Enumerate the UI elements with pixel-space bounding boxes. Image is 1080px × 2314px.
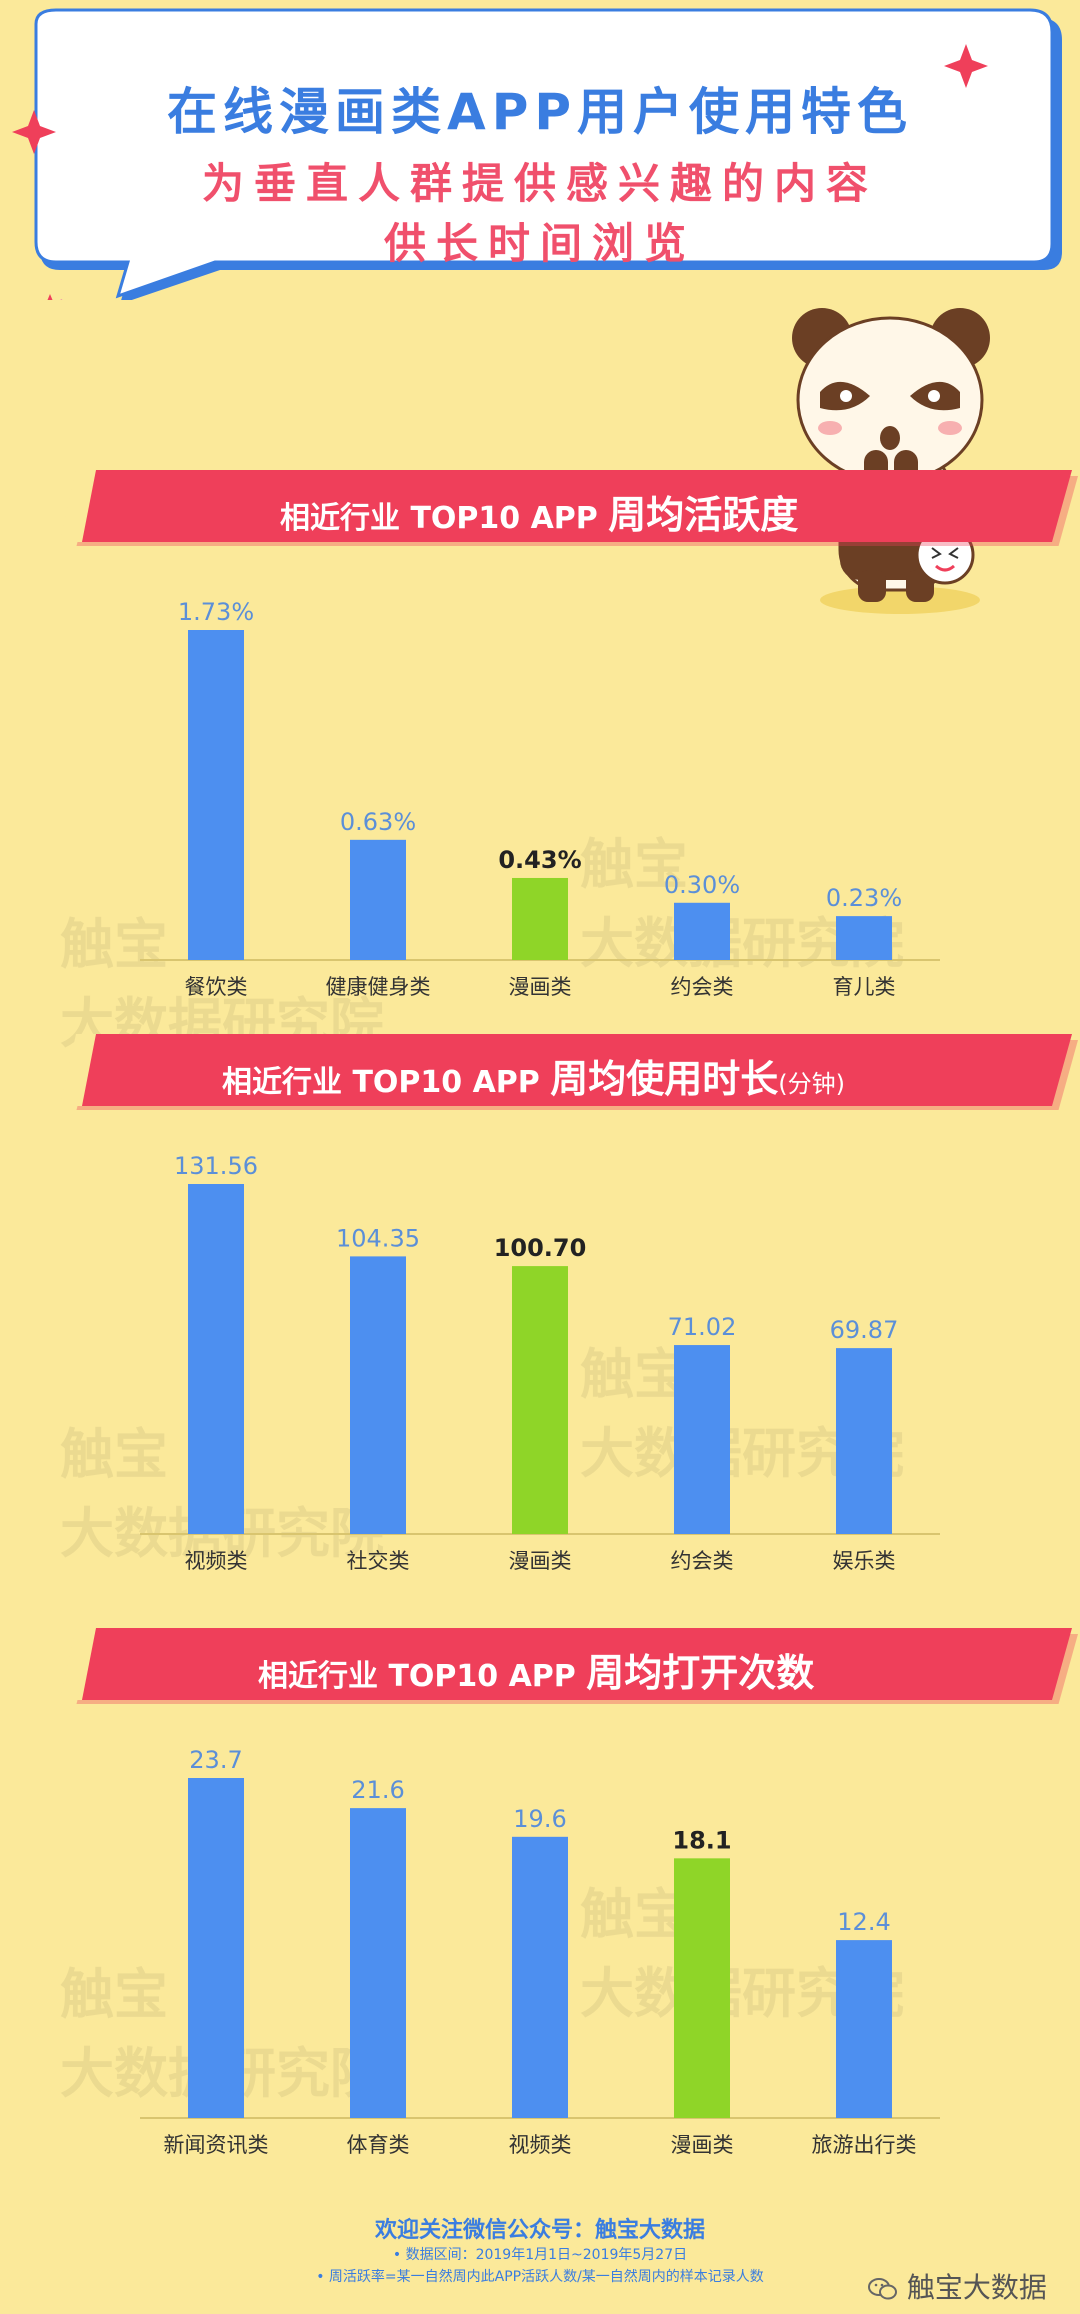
data-label-1: 131.56 <box>174 1152 258 1180</box>
wechat-account: 触宝大数据 <box>868 2266 1047 2306</box>
category-label-2: 社交类 <box>347 1549 410 1573</box>
category-label-2: 健康健身类 <box>326 975 431 999</box>
category-label-5: 旅游出行类 <box>812 2133 917 2157</box>
chart2-plot: 131.56 视频类 104.35 社交类 100.70 漫画类 71.02 约会类 69.87… <box>140 1152 940 1573</box>
category-label-4: 约会类 <box>671 975 734 999</box>
chart3-banner <box>60 1628 1078 1704</box>
data-label-4: 18.1 <box>672 1826 731 1854</box>
bar-4 <box>674 1858 730 2118</box>
footer-follow: 欢迎关注微信公众号：触宝大数据 <box>374 2218 705 2243</box>
sparkle-icon <box>47 294 53 300</box>
chart1-plot: 1.73% 餐饮类 0.63% 健康健身类 0.43% 漫画类 0.30% 约会类 0.23% 育… <box>140 598 940 999</box>
chart1-title: 相近行业 TOP10 APP 周均活跃度 <box>280 493 799 537</box>
data-label-4: 0.30% <box>664 871 740 899</box>
wechat-icon <box>868 2278 897 2300</box>
chart2-title: 相近行业 TOP10 APP 周均使用时长(分钟) <box>222 1057 845 1101</box>
data-label-1: 1.73% <box>178 598 254 626</box>
category-label-4: 漫画类 <box>671 2133 734 2157</box>
page-subtitle-line1: 为垂直人群提供感兴趣的内容 <box>201 159 878 208</box>
data-label-2: 0.63% <box>340 808 416 836</box>
bar-2 <box>350 839 406 960</box>
bar-2 <box>350 1808 406 2118</box>
header-bubble <box>12 8 1062 300</box>
bar-4 <box>674 902 730 960</box>
bar-1 <box>188 630 244 960</box>
bar-1 <box>188 1778 244 2118</box>
data-label-5: 12.4 <box>837 1908 890 1936</box>
category-label-1: 餐饮类 <box>185 975 248 999</box>
data-label-1: 23.7 <box>189 1746 242 1774</box>
bar-2 <box>350 1256 406 1534</box>
wechat-label: 触宝大数据 <box>906 2271 1047 2304</box>
footer-note-definition: • 周活跃率=某一自然周内此APP活跃人数/某一自然周内的样本记录人数 <box>316 2269 764 2285</box>
data-label-2: 104.35 <box>336 1224 420 1252</box>
bar-5 <box>836 1940 892 2118</box>
category-label-3: 漫画类 <box>509 975 572 999</box>
data-label-3: 0.43% <box>498 846 581 874</box>
bar-1 <box>188 1184 244 1534</box>
category-label-3: 视频类 <box>509 2133 572 2157</box>
data-label-3: 100.70 <box>494 1234 587 1262</box>
page-title: 在线漫画类APP用户使用特色 <box>167 83 913 141</box>
bar-4 <box>674 1345 730 1534</box>
chart2-banner <box>60 1034 1078 1110</box>
category-label-3: 漫画类 <box>509 1549 572 1573</box>
bar-5 <box>836 916 892 960</box>
data-label-5: 69.87 <box>830 1316 899 1344</box>
category-label-5: 育儿类 <box>833 975 896 999</box>
footer-note-range: • 数据区间：2019年1月1日~2019年5月27日 <box>392 2247 688 2263</box>
bar-5 <box>836 1348 892 1534</box>
category-label-5: 娱乐类 <box>833 1549 896 1573</box>
data-label-3: 19.6 <box>513 1805 566 1833</box>
bar-3 <box>512 877 568 960</box>
sparkle-icon <box>944 44 988 88</box>
chart1-banner <box>60 470 1078 546</box>
data-label-2: 21.6 <box>351 1776 404 1804</box>
category-label-4: 约会类 <box>671 1549 734 1573</box>
sparkle-icon <box>12 110 56 154</box>
chart3-title: 相近行业 TOP10 APP 周均打开次数 <box>258 1651 815 1695</box>
category-label-1: 视频类 <box>185 1549 248 1573</box>
data-label-4: 71.02 <box>668 1313 737 1341</box>
category-label-2: 体育类 <box>347 2133 410 2157</box>
page-subtitle-line2: 供长时间浏览 <box>383 219 696 268</box>
data-label-5: 0.23% <box>826 884 902 912</box>
chart3-plot: 23.7 新闻资讯类 21.6 体育类 19.6 视频类 18.1 漫画类 12.4 旅游出行类 <box>140 1746 940 2157</box>
category-label-1: 新闻资讯类 <box>164 2133 269 2157</box>
bar-3 <box>512 1266 568 1534</box>
bar-3 <box>512 1836 568 2118</box>
